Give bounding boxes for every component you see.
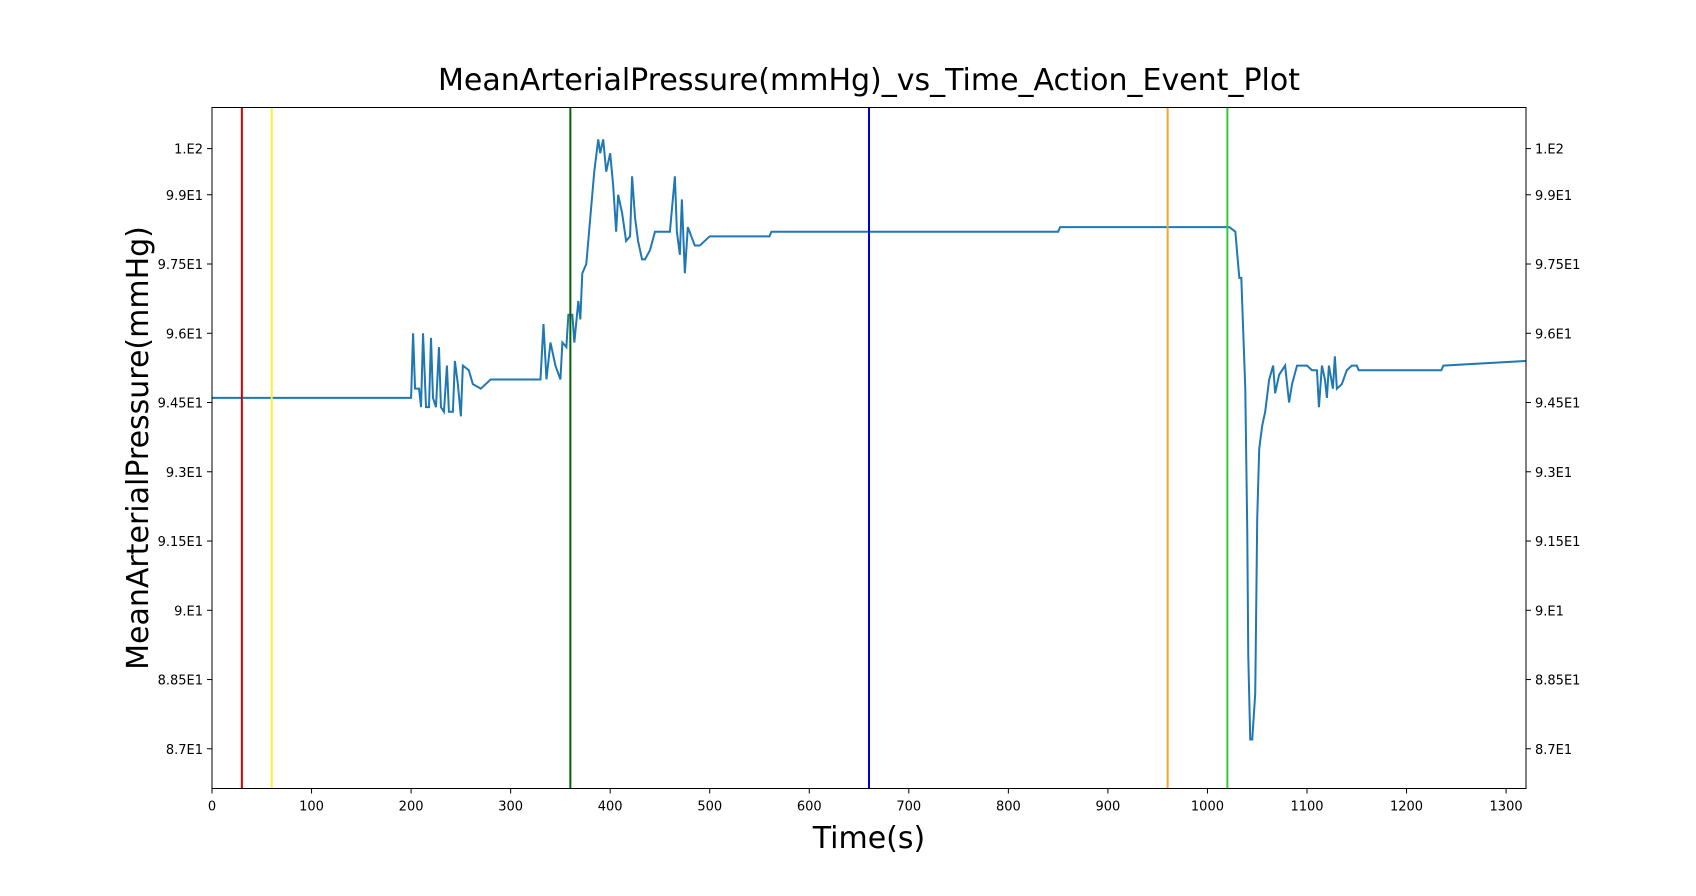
y-tick-label: 8.7E1 xyxy=(166,743,203,758)
y2-tick-label: 9.9E1 xyxy=(1535,189,1572,204)
y2-tick-label: 9.E1 xyxy=(1535,604,1564,619)
y2-tick-label: 9.75E1 xyxy=(1535,258,1580,273)
y2-tick-label: 9.3E1 xyxy=(1535,466,1572,481)
y-tick-label: 9.45E1 xyxy=(158,397,203,412)
x-tick-label: 500 xyxy=(697,800,722,815)
y2-tick-label: 8.85E1 xyxy=(1535,674,1580,689)
x-tick-label: 300 xyxy=(498,800,523,815)
y2-tick-label: 8.7E1 xyxy=(1535,743,1572,758)
y2-tick-label: 9.45E1 xyxy=(1535,397,1580,412)
x-tick-label: 1100 xyxy=(1290,800,1323,815)
y2-tick-label: 9.6E1 xyxy=(1535,327,1572,342)
data-line xyxy=(212,139,1527,741)
x-tick-label: 200 xyxy=(399,800,424,815)
x-tick-label: 600 xyxy=(797,800,822,815)
x-tick-label: 100 xyxy=(299,800,324,815)
x-tick-label: 800 xyxy=(996,800,1021,815)
y2-tick-label: 9.15E1 xyxy=(1535,535,1580,550)
y-tick-label: 9.6E1 xyxy=(166,327,203,342)
x-tick-label: 900 xyxy=(1095,800,1120,815)
y-tick-label: 9.75E1 xyxy=(158,258,203,273)
y-tick-label: 1.E2 xyxy=(174,143,203,158)
y-tick-label: 8.85E1 xyxy=(158,674,203,689)
y-tick-label: 9.15E1 xyxy=(158,535,203,550)
y-tick-label: 9.9E1 xyxy=(166,189,203,204)
x-tick-label: 1000 xyxy=(1191,800,1224,815)
y2-tick-label: 1.E2 xyxy=(1535,143,1564,158)
chart-title: MeanArterialPressure(mmHg)_vs_Time_Actio… xyxy=(438,63,1300,98)
x-axis-label: Time(s) xyxy=(812,821,925,856)
y-axis-label: MeanArterialPressure(mmHg) xyxy=(121,226,156,670)
x-tick-label: 400 xyxy=(598,800,623,815)
y-tick-label: 9.3E1 xyxy=(166,466,203,481)
plot-frame xyxy=(211,107,1527,789)
x-tick-label: 1300 xyxy=(1490,800,1523,815)
x-tick-label: 0 xyxy=(208,800,216,815)
x-tick-label: 700 xyxy=(896,800,921,815)
x-tick-label: 1200 xyxy=(1390,800,1423,815)
y-tick-label: 9.E1 xyxy=(174,604,203,619)
